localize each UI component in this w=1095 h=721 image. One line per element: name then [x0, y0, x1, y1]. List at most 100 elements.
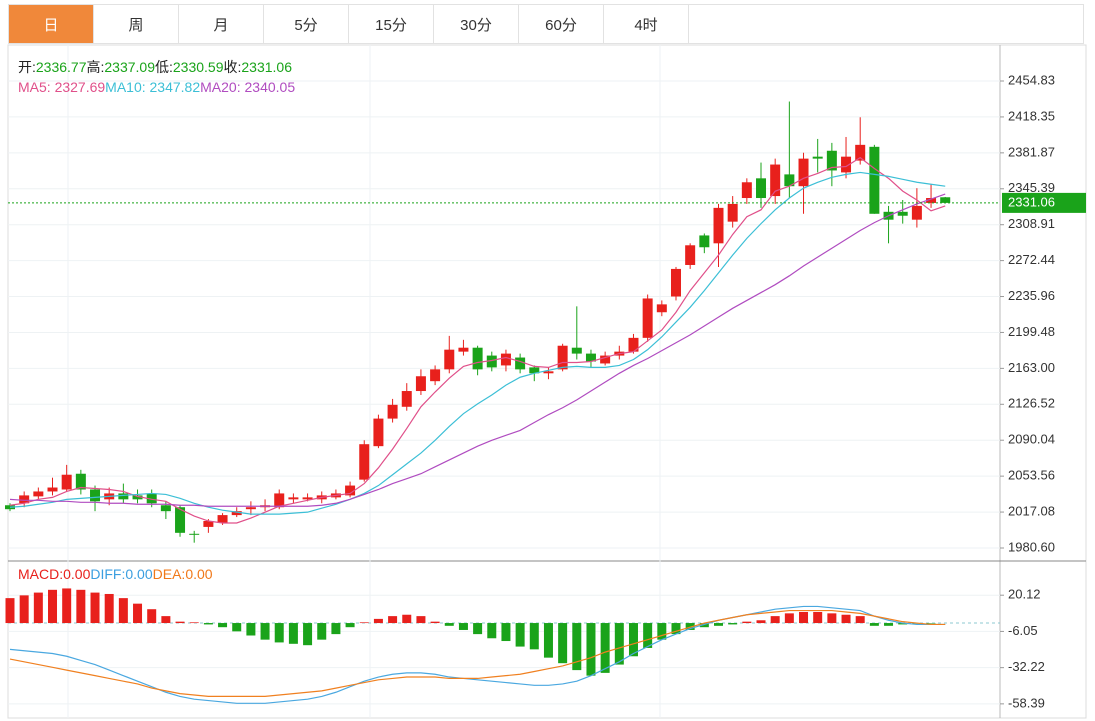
candle-body: [359, 444, 370, 480]
y-tick-label: 1980.60: [1008, 539, 1055, 554]
info-value: 2331.06: [241, 59, 292, 75]
candle-body: [543, 371, 554, 374]
last-price-tag: [1002, 192, 1086, 213]
candle-body: [19, 495, 30, 504]
y-tick-label: -32.22: [1008, 659, 1045, 674]
candle-body: [217, 515, 228, 523]
y-tick-label: -6.05: [1008, 623, 1038, 638]
period-tab[interactable]: 日: [9, 5, 94, 43]
y-tick-label: 20.12: [1008, 587, 1041, 602]
candle-body: [288, 497, 299, 500]
period-tab[interactable]: 4时: [604, 5, 689, 43]
info-item: MACD:0.00: [18, 566, 90, 582]
period-tab[interactable]: 60分: [519, 5, 604, 43]
macd-bar: [728, 623, 738, 625]
macd-bar: [133, 603, 143, 624]
y-tick-label: -58.39: [1008, 695, 1045, 710]
candle-body: [656, 304, 667, 313]
y-tick-label: 2199.48: [1008, 324, 1055, 339]
macd-bar: [331, 623, 341, 635]
candle-body: [600, 355, 611, 364]
y-tick-label: 2345.39: [1008, 180, 1055, 195]
candle-body: [500, 353, 511, 366]
candle-body: [47, 487, 58, 492]
macd-bar: [671, 623, 681, 635]
macd-bar: [402, 614, 412, 624]
macd-bar: [685, 623, 695, 630]
candle-body: [401, 391, 412, 407]
candle-body: [798, 158, 809, 187]
candle-body: [245, 507, 256, 510]
candle-body: [132, 495, 143, 500]
macd-bar: [784, 613, 794, 624]
candle-body: [203, 521, 214, 527]
period-tab[interactable]: 15分: [349, 5, 434, 43]
macd-bar: [614, 623, 624, 665]
info-label: 高:: [86, 59, 105, 75]
period-tab[interactable]: 30分: [434, 5, 519, 43]
last-price-label: 2331.06: [1008, 194, 1055, 209]
y-tick-label: 2090.04: [1008, 432, 1055, 447]
info-value: 2337.09: [104, 59, 155, 75]
y-tick-label: 2454.83: [1008, 72, 1055, 87]
macd-bar: [317, 623, 327, 640]
y-tick-label: 2418.35: [1008, 108, 1055, 123]
macd-bar: [161, 616, 171, 624]
line-0: [9, 605, 946, 704]
candle-body: [345, 485, 356, 496]
info-label: DIFF:: [90, 566, 126, 582]
macd-bar: [62, 588, 72, 624]
y-tick-label: 2308.91: [1008, 216, 1055, 231]
macd-bar: [444, 623, 454, 626]
macd-bar: [898, 623, 908, 625]
macd-bar: [699, 623, 709, 628]
macd-info: MACD:0.00DIFF:0.00DEA:0.00: [18, 566, 213, 582]
macd-bar: [869, 623, 879, 626]
macd-bar: [657, 623, 667, 640]
candle-body: [61, 474, 72, 490]
info-label: 开:: [18, 59, 36, 75]
candle-body: [33, 491, 44, 497]
macd-bar: [189, 622, 199, 624]
candle-body: [515, 357, 526, 370]
macd-bar: [218, 623, 228, 628]
candle-body: [175, 507, 186, 533]
candle-body: [628, 337, 639, 352]
macd-bar: [203, 623, 213, 625]
candle-body: [897, 211, 908, 216]
macd-bar: [48, 589, 58, 624]
info-item: DIFF:0.00: [90, 566, 152, 582]
candle-body: [5, 505, 15, 510]
candle-body: [472, 347, 483, 370]
candle-body: [812, 156, 823, 159]
candle-body: [557, 345, 568, 370]
candle-body: [741, 182, 752, 199]
candle-body: [486, 355, 497, 368]
macd-bar: [515, 623, 525, 647]
macd-bar: [388, 616, 398, 624]
macd-bar: [303, 623, 313, 646]
period-tab[interactable]: 月: [179, 5, 264, 43]
candle-body: [189, 533, 200, 535]
macd-bar: [884, 623, 894, 626]
line-1: [9, 171, 946, 515]
y-tick-label: 2235.96: [1008, 288, 1055, 303]
period-tab[interactable]: 5分: [264, 5, 349, 43]
macd-bar: [175, 621, 185, 624]
macd-bar: [458, 623, 468, 630]
macd-bar: [260, 623, 270, 640]
ohlc-info: 开:2336.77高:2337.09低:2330.59收:2331.06: [18, 57, 292, 77]
info-item: 低:2330.59: [155, 59, 224, 75]
candle-body: [784, 174, 795, 187]
candle-body: [699, 235, 710, 248]
y-tick-label: 2017.08: [1008, 504, 1055, 519]
y-tick-label: 2381.87: [1008, 144, 1055, 159]
legend-entry: MA5: 2327.69: [18, 79, 106, 95]
macd-bar: [558, 623, 568, 664]
macd-bar: [473, 623, 483, 635]
candle-body: [855, 144, 866, 161]
period-tab[interactable]: 周: [94, 5, 179, 43]
candle-body: [430, 369, 441, 382]
info-item: 开:2336.77: [18, 59, 87, 75]
